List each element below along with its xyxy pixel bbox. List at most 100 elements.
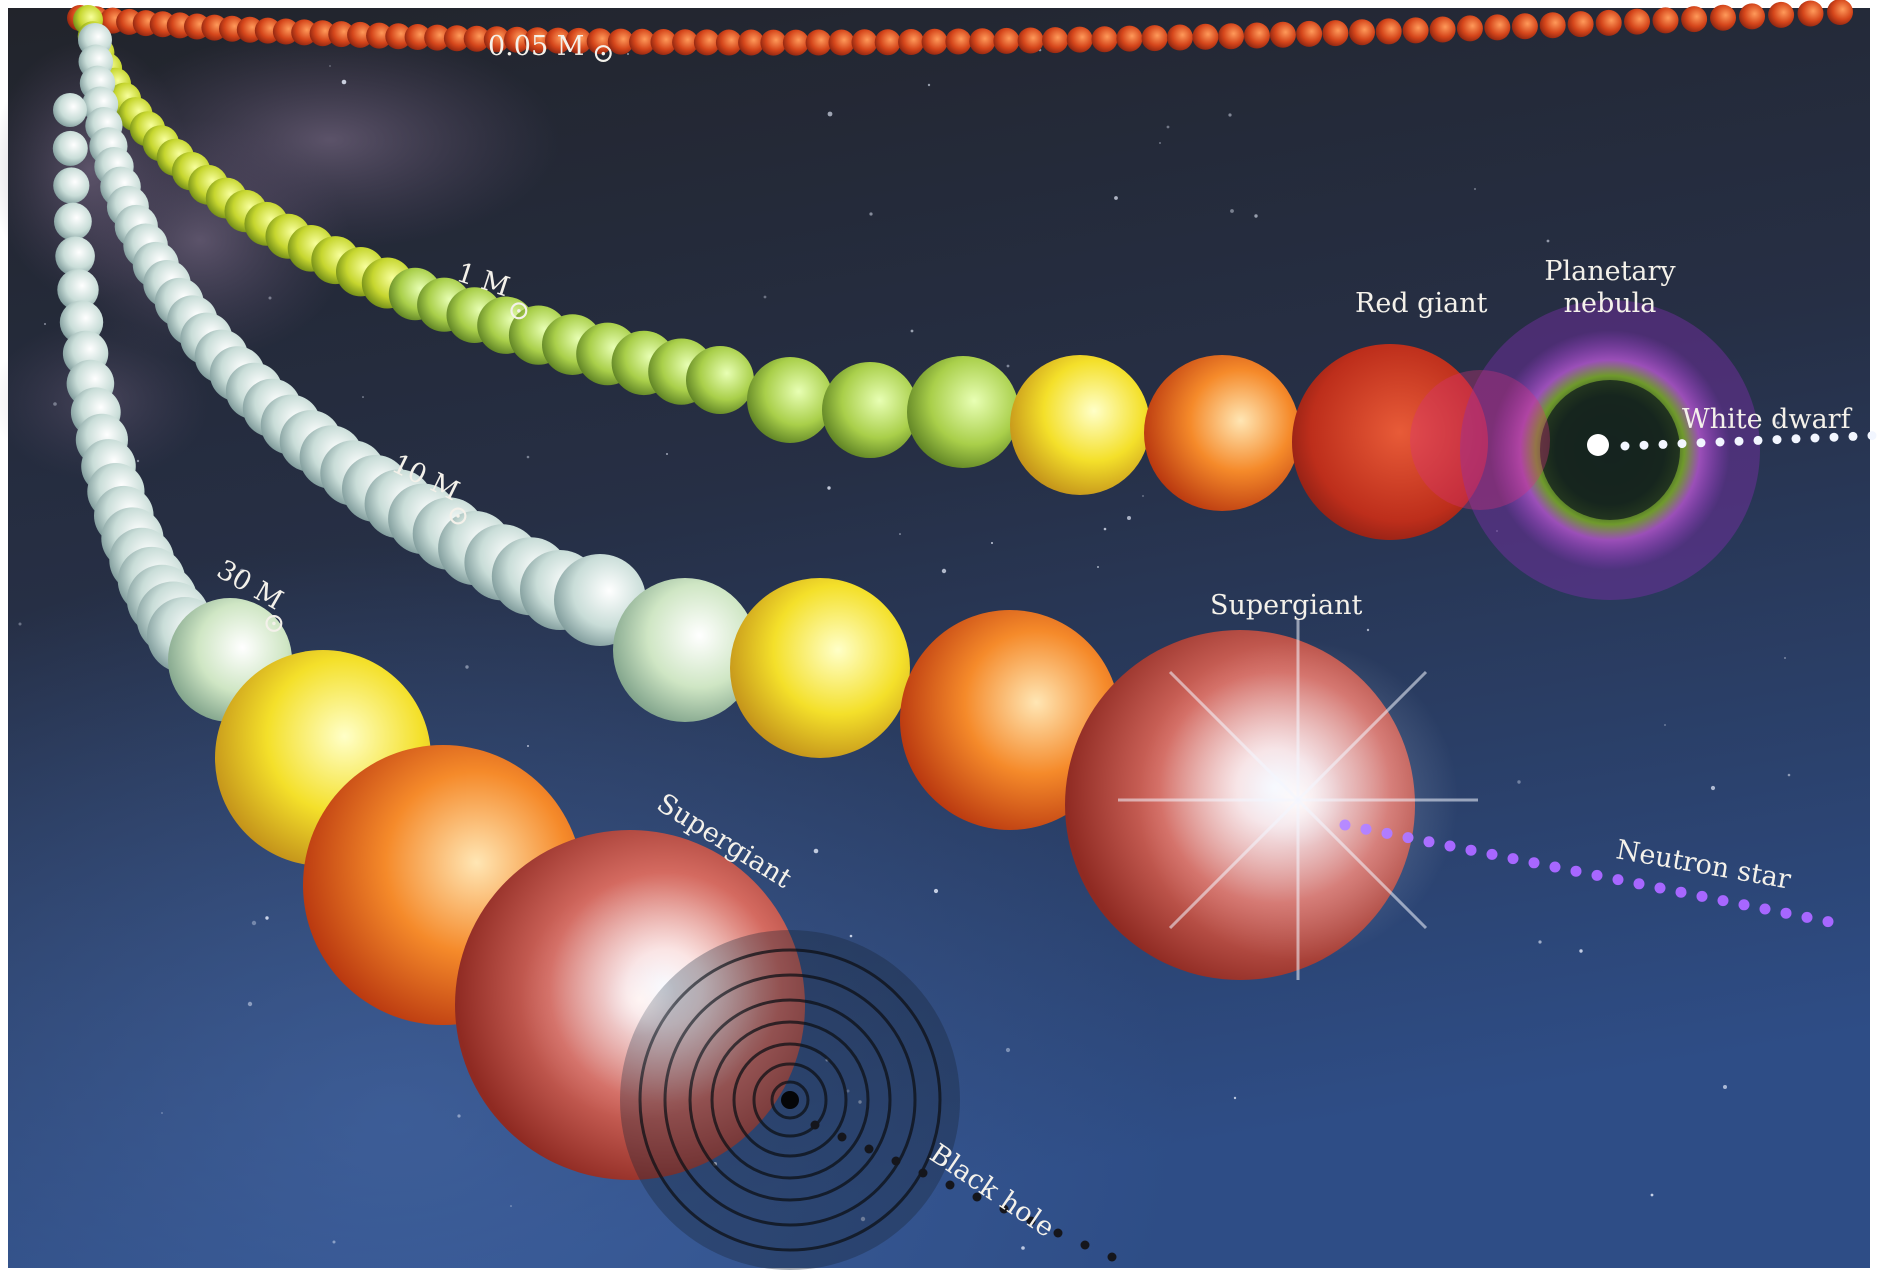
background-star — [332, 1240, 336, 1244]
background-star — [1021, 1246, 1025, 1250]
background-star — [910, 329, 914, 333]
background-star — [268, 296, 272, 300]
black-hole-trail-dot — [1080, 1240, 1090, 1250]
background-star — [1005, 1047, 1011, 1053]
neutron-star-trail-dot — [1528, 857, 1540, 869]
neutron-star-trail-dot — [1717, 895, 1729, 907]
track-0.05-bead — [404, 24, 431, 50]
background-star — [1127, 516, 1131, 520]
track-0.05-bead — [1456, 15, 1483, 42]
track-10-stage-star — [613, 578, 757, 722]
track-0.05-bead — [969, 28, 996, 55]
background-star — [161, 1112, 163, 1114]
track-0.05-solar-mass — [67, 0, 1853, 56]
background-star — [1650, 1193, 1654, 1197]
black-hole-trail-dot — [999, 1204, 1009, 1214]
background-star — [1166, 125, 1170, 129]
label-white-dwarf: White dwarf — [1682, 404, 1853, 435]
track-0.05-bead — [443, 25, 470, 52]
white-dwarf-trail-dot — [1772, 435, 1782, 445]
background-star — [933, 888, 939, 894]
track-0.05-bead — [650, 29, 677, 55]
neutron-star-trail-dot — [1549, 861, 1561, 873]
white-dwarf-trail-dot — [1791, 434, 1801, 444]
track-0.05-bead — [366, 22, 393, 49]
black-hole-trail-dot — [918, 1168, 928, 1178]
track-0.05-bead — [1042, 27, 1069, 54]
background-star — [1517, 780, 1521, 784]
track-30-bead — [54, 202, 92, 241]
neutron-star-trail-dot — [1507, 853, 1519, 865]
track-0.05-bead — [715, 29, 742, 56]
track-30-bead — [52, 130, 88, 166]
track-0.05-bead — [565, 27, 592, 54]
track-1-stage-star — [1144, 355, 1300, 511]
background-star — [1710, 785, 1716, 791]
track-0.05-bead — [1567, 11, 1594, 38]
neutron-star-trail-dot — [1738, 899, 1750, 911]
neutron-star-trail-dot — [1465, 844, 1477, 856]
background-star — [627, 53, 629, 55]
background-star — [1579, 949, 1583, 953]
neutron-star-trail-dot — [1675, 886, 1687, 898]
neutron-star-trail-dot — [1570, 865, 1582, 877]
background-star — [813, 848, 819, 854]
track-0.05-bead — [993, 27, 1020, 54]
track-0.05-bead — [738, 29, 765, 56]
track-0.05-bead — [1402, 17, 1429, 44]
background-star — [1784, 657, 1786, 659]
black-hole-trail-dot — [1053, 1228, 1063, 1238]
background-star — [53, 402, 57, 406]
background-star — [927, 83, 931, 87]
neutron-star-trail-dot — [1633, 878, 1645, 890]
neutron-star-trail-dot — [1780, 907, 1792, 919]
background-star — [666, 453, 668, 455]
background-star — [827, 111, 833, 117]
neutron-star-trail-dot — [1801, 911, 1813, 923]
track-30-bead — [53, 93, 87, 127]
track-0.05-bead — [629, 28, 656, 55]
background-star — [1230, 209, 1234, 213]
background-star — [1097, 566, 1099, 568]
background-star — [251, 920, 257, 926]
track-0.05-bead — [524, 27, 551, 54]
label-0.05-solar-mass: 0.05 M — [488, 31, 584, 62]
background-star — [265, 916, 269, 920]
neutron-star-trail-dot — [1591, 869, 1603, 881]
background-star — [44, 323, 46, 325]
track-0.05-bead — [760, 29, 787, 56]
track-0.05-bead — [1296, 20, 1323, 47]
neutron-star-trail-dot — [1654, 882, 1666, 894]
sun-symbol-0.05: ⊙ — [592, 38, 615, 69]
black-hole-trail — [810, 1120, 1117, 1262]
track-0.05-bead — [1681, 6, 1708, 33]
track-0.05-bead — [291, 19, 318, 46]
background-star — [1776, 421, 1780, 425]
background-star — [341, 79, 347, 85]
background-star — [1228, 113, 1232, 117]
label-supergiant-10: Supergiant — [1210, 590, 1362, 621]
white-dwarf-trail-dot — [1829, 432, 1839, 442]
background-star — [247, 1001, 253, 1007]
track-0.05-bead — [1066, 26, 1093, 53]
background-star — [457, 1114, 461, 1118]
track-10-stage-star — [730, 578, 910, 758]
track-0.05-bead — [1429, 16, 1456, 43]
background-star — [1538, 940, 1542, 944]
background-star — [869, 212, 873, 216]
track-0.05-bead — [1511, 13, 1538, 40]
background-star — [827, 486, 831, 490]
white-dwarf-trail-dot — [1753, 435, 1763, 445]
track-0.05-bead — [483, 26, 510, 53]
track-1-stage-star — [747, 357, 833, 443]
track-1-solar-mass — [73, 5, 1488, 540]
background-star — [239, 568, 245, 574]
neutron-star-trail-dot — [1696, 890, 1708, 902]
white-dwarf — [1587, 434, 1609, 456]
white-dwarf-trail-dot — [1848, 431, 1858, 441]
track-0.05-bead — [328, 21, 355, 48]
track-0.05-bead — [607, 28, 634, 55]
background-star — [527, 745, 529, 747]
track-0.05-bead — [921, 28, 948, 55]
